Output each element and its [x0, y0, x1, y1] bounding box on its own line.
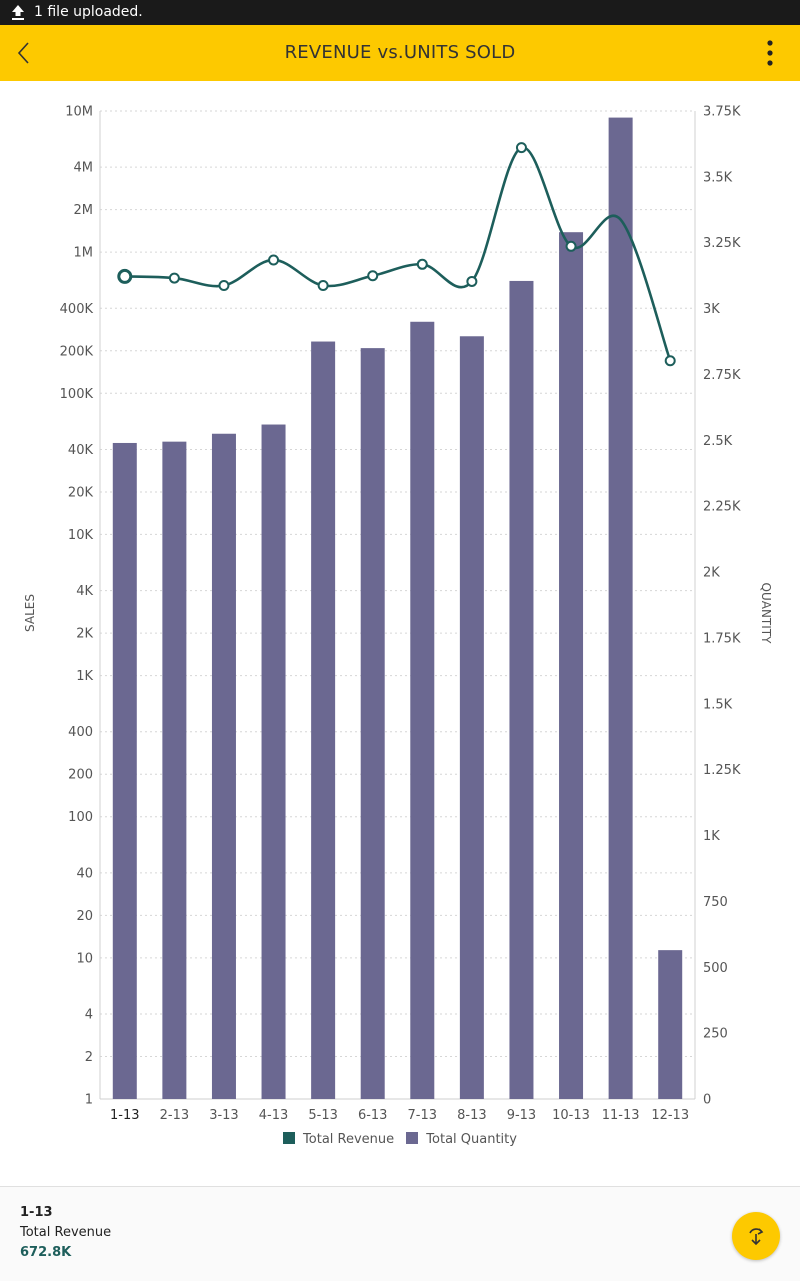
right-axis-tick-label: 250 [703, 1027, 728, 1042]
left-axis-tick-label: 2K [76, 627, 93, 642]
revenue-point [367, 270, 379, 282]
right-axis-tick-label: 2.75K [703, 368, 741, 383]
selected-category: 1-13 [20, 1205, 53, 1220]
legend-swatch-revenue [283, 1132, 296, 1144]
x-axis-tick-label: 2-13 [160, 1108, 190, 1123]
combo-chart: 10M4M2M1M400K200K100K40K20K10K4K2K1K4002… [23, 105, 773, 1124]
x-axis-tick-label: 5-13 [308, 1108, 338, 1123]
legend-item-revenue[interactable]: Total Revenue [283, 1132, 394, 1147]
legend-swatch-quantity [406, 1132, 419, 1144]
status-message: 1 file uploaded. [34, 4, 143, 20]
right-axis-tick-label: 1.5K [703, 697, 733, 712]
x-axis-tick-label: 4-13 [259, 1108, 289, 1123]
quantity-bar [162, 441, 187, 1100]
quantity-bar [559, 232, 584, 1099]
status-bar: 1 file uploaded. [0, 0, 800, 25]
left-axis-tick-label: 20K [68, 485, 94, 500]
left-axis-tick-label: 200K [60, 344, 94, 359]
left-axis-tick-label: 20 [76, 909, 93, 924]
swap-rotate-icon [749, 1228, 764, 1246]
left-axis-tick-label: 10 [76, 951, 93, 966]
legend-label-quantity: Total Quantity [426, 1132, 517, 1147]
left-axis-tick-label: 1M [74, 246, 94, 261]
x-axis-tick-label: 9-13 [507, 1108, 537, 1123]
quantity-bar [112, 442, 137, 1099]
quantity-bar [608, 117, 633, 1099]
left-axis-tick-label: 40 [76, 866, 93, 881]
left-axis-tick-label: 400K [60, 302, 94, 317]
legend-item-quantity[interactable]: Total Quantity [406, 1132, 517, 1147]
legend-label-revenue: Total Revenue [303, 1132, 395, 1147]
left-axis-tick-label: 10K [68, 528, 94, 543]
revenue-point [664, 355, 676, 367]
x-axis-tick-label: 8-13 [457, 1108, 487, 1123]
revenue-point [565, 240, 577, 252]
revenue-point [466, 275, 478, 287]
revenue-point [168, 272, 180, 284]
left-axis-tick-label: 4M [74, 161, 94, 176]
x-axis-tick-label: 3-13 [209, 1108, 239, 1123]
left-axis-tick-label: 1K [76, 669, 93, 684]
selection-panel: 1-13 Total Revenue 672.8K [0, 1186, 800, 1281]
left-axis-tick-label: 10M [65, 105, 93, 120]
left-axis-tick-label: 2M [74, 203, 94, 218]
revenue-line [124, 146, 672, 362]
right-axis-tick-label: 3K [703, 302, 720, 317]
quantity-bar [658, 950, 683, 1099]
x-axis-tick-label: 1-13 [110, 1108, 140, 1123]
upload-icon [12, 5, 24, 20]
revenue-point-selected [117, 268, 133, 284]
right-axis-tick-label: 3.75K [703, 105, 741, 120]
x-axis-tick-label: 12-13 [651, 1108, 689, 1123]
more-vert-icon[interactable] [756, 35, 784, 71]
back-arrow-icon[interactable] [8, 35, 44, 71]
x-axis-tick-label: 6-13 [358, 1108, 388, 1123]
page-title: REVENUE vs.UNITS SOLD [284, 42, 516, 63]
chart-legend: Total Revenue Total Quantity [0, 1132, 800, 1152]
selected-series-label: Total Revenue [20, 1225, 112, 1240]
revenue-point [317, 280, 329, 292]
quantity-bar [459, 336, 484, 1099]
left-axis-tick-label: 4K [76, 584, 93, 599]
right-axis-tick-label: 3.5K [703, 170, 733, 185]
right-axis-tick-label: 2K [703, 566, 720, 581]
left-axis-tick-label: 400 [68, 725, 93, 740]
selected-value: 672.8K [20, 1245, 72, 1260]
right-axis-tick-label: 1.75K [703, 631, 741, 646]
revenue-point [218, 280, 230, 292]
quantity-bar [211, 433, 236, 1099]
right-axis-title: QUANTITY [759, 583, 773, 645]
left-axis-tick-label: 100 [68, 810, 93, 825]
x-axis-tick-label: 7-13 [408, 1108, 438, 1123]
x-axis-tick-label: 10-13 [552, 1108, 590, 1123]
left-axis-title: SALES [23, 594, 37, 632]
x-axis-tick-label: 11-13 [602, 1108, 640, 1123]
left-axis-tick-label: 200 [68, 768, 93, 783]
right-axis-tick-label: 500 [703, 961, 728, 976]
swap-rotate-button[interactable] [732, 1212, 780, 1260]
right-axis-tick-label: 750 [703, 895, 728, 910]
right-axis-tick-label: 2.5K [703, 434, 733, 449]
left-axis-tick-label: 2 [85, 1050, 93, 1065]
app-bar: REVENUE vs.UNITS SOLD [0, 25, 800, 81]
quantity-bar [410, 321, 435, 1099]
quantity-bar [360, 348, 385, 1099]
left-axis-tick-label: 40K [68, 443, 94, 458]
right-axis-tick-label: 1K [703, 829, 720, 844]
revenue-point [416, 258, 428, 270]
left-axis-tick-label: 4 [85, 1008, 93, 1023]
quantity-bar [509, 280, 534, 1099]
right-axis-tick-label: 0 [703, 1093, 711, 1108]
right-axis-tick-label: 3.25K [703, 236, 741, 251]
right-axis-tick-label: 1.25K [703, 763, 741, 778]
left-axis-tick-label: 100K [60, 387, 94, 402]
revenue-point [268, 254, 280, 266]
right-axis-tick-label: 2.25K [703, 500, 741, 515]
revenue-point [515, 142, 527, 154]
left-axis-tick-label: 1 [85, 1093, 93, 1108]
quantity-bar [311, 341, 336, 1099]
quantity-bar [261, 424, 286, 1099]
